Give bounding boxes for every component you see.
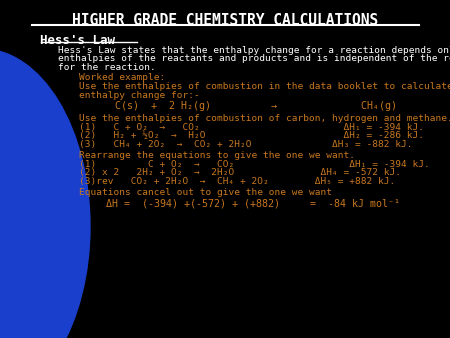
Text: Use the enthalpies of combustion in the data booklet to calculate the: Use the enthalpies of combustion in the … (79, 82, 450, 91)
Text: C(s)  +  2 H₂(g)          →              CH₄(g): C(s) + 2 H₂(g) → CH₄(g) (115, 101, 397, 112)
Text: enthalpies of the reactants and products and is independent of the route taken: enthalpies of the reactants and products… (58, 54, 450, 63)
Text: Rearrange the equations to give the one we want.: Rearrange the equations to give the one … (79, 151, 355, 160)
Text: (2)   H₂ + ½O₂  →  H₂O                        ΔH₂ = -286 kJ.: (2) H₂ + ½O₂ → H₂O ΔH₂ = -286 kJ. (79, 131, 424, 140)
Text: HIGHER GRADE CHEMISTRY CALCULATIONS: HIGHER GRADE CHEMISTRY CALCULATIONS (72, 13, 378, 28)
Text: enthalpy change for:-: enthalpy change for:- (79, 91, 199, 100)
Text: ΔH =  (-394) +(-572) + (+882)     =  -84 kJ mol⁻¹: ΔH = (-394) +(-572) + (+882) = -84 kJ mo… (106, 198, 400, 209)
Text: (3)rev   CO₂ + 2H₂O  →  CH₄ + 2O₂        ΔH₅ = +882 kJ.: (3)rev CO₂ + 2H₂O → CH₄ + 2O₂ ΔH₅ = +882… (79, 177, 395, 186)
Text: (2) x 2   2H₂ + O₂  →  2H₂O               ΔH₄ = -572 kJ.: (2) x 2 2H₂ + O₂ → 2H₂O ΔH₄ = -572 kJ. (79, 168, 401, 177)
Text: (1)   C + O₂  →   CO₂                         ΔH₁ = -394 kJ.: (1) C + O₂ → CO₂ ΔH₁ = -394 kJ. (79, 123, 424, 132)
Text: (1)         C + O₂  →   CO₂                    ΔH₁ = -394 kJ.: (1) C + O₂ → CO₂ ΔH₁ = -394 kJ. (79, 160, 429, 169)
Text: Worked example:: Worked example: (79, 73, 165, 82)
Text: Hess's Law states that the enthalpy change for a reaction depends only on the: Hess's Law states that the enthalpy chan… (58, 46, 450, 55)
Text: Hess's Law: Hess's Law (40, 34, 116, 47)
Ellipse shape (0, 49, 90, 338)
Text: (3)   CH₄ + 2O₂  →  CO₂ + 2H₂O              ΔH₃ = -882 kJ.: (3) CH₄ + 2O₂ → CO₂ + 2H₂O ΔH₃ = -882 kJ… (79, 140, 412, 149)
Text: for the reaction.: for the reaction. (58, 63, 156, 72)
Text: Use the enthalpies of combustion of carbon, hydrogen and methane.: Use the enthalpies of combustion of carb… (79, 114, 450, 123)
Text: Equations cancel out to give the one we want: Equations cancel out to give the one we … (79, 188, 332, 197)
